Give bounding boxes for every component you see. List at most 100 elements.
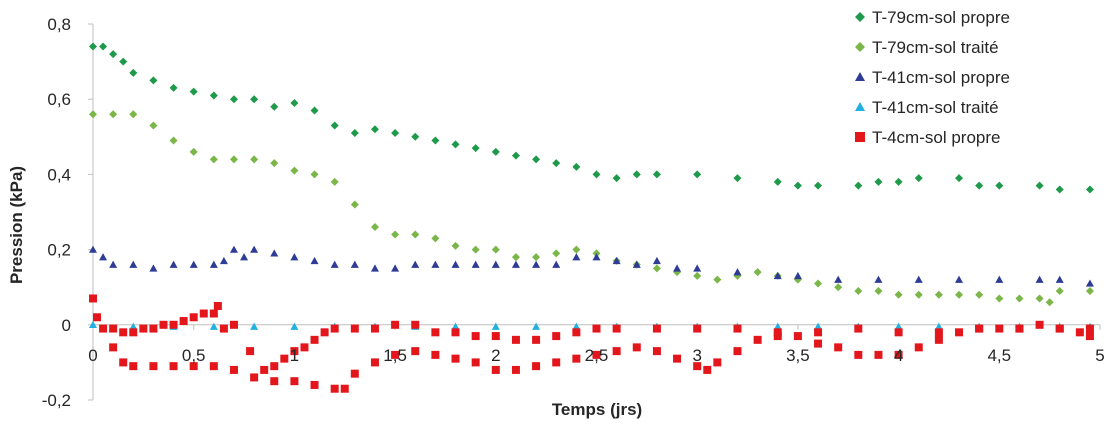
data-point — [370, 264, 379, 272]
legend: T-79cm-sol propre T-79cm-sol traité T-41cm… — [855, 8, 1010, 147]
data-point — [773, 177, 782, 186]
data-point — [753, 268, 762, 277]
series-2 — [89, 245, 1094, 287]
legend-marker — [855, 12, 865, 22]
data-point — [511, 365, 520, 374]
data-point — [632, 343, 641, 352]
x-tick-label: 3,5 — [786, 346, 810, 365]
data-point — [934, 290, 943, 299]
data-point — [693, 264, 702, 272]
data-point — [109, 50, 118, 59]
data-point — [290, 347, 299, 356]
data-point — [532, 260, 541, 268]
data-point — [874, 177, 883, 186]
data-point — [652, 264, 661, 273]
data-point — [89, 110, 97, 119]
data-point — [612, 324, 621, 333]
data-point — [169, 320, 178, 329]
data-point — [270, 102, 279, 111]
data-point — [169, 362, 178, 371]
y-tick-label: -0,2 — [42, 391, 71, 410]
data-point — [1015, 324, 1024, 333]
data-point — [209, 260, 218, 268]
data-point — [290, 253, 299, 261]
data-point — [955, 275, 964, 283]
data-point — [159, 320, 168, 329]
data-point — [340, 384, 349, 393]
data-point — [330, 384, 339, 393]
data-point — [894, 322, 903, 330]
data-point — [149, 121, 158, 130]
data-point — [391, 129, 400, 138]
data-point — [471, 358, 480, 367]
legend-label: T-79cm-sol propre — [872, 8, 1010, 27]
y-axis-title: Pression (kPa) — [7, 166, 26, 284]
data-point — [471, 245, 480, 254]
data-point — [854, 181, 863, 190]
data-point — [370, 324, 379, 333]
data-point — [773, 271, 782, 280]
data-point — [471, 332, 480, 341]
data-point — [89, 294, 97, 303]
x-tick-label: 1,5 — [383, 346, 407, 365]
data-point — [99, 324, 108, 333]
series-3 — [89, 320, 1094, 330]
x-tick-label: 2 — [491, 346, 500, 365]
data-point — [129, 260, 138, 268]
data-point — [814, 181, 823, 190]
data-point — [733, 268, 742, 276]
data-point — [1085, 324, 1094, 333]
data-point — [209, 91, 218, 100]
data-point — [1075, 328, 1084, 337]
data-point — [149, 76, 158, 85]
data-point — [995, 181, 1004, 190]
data-point — [219, 324, 228, 333]
data-point — [129, 362, 138, 371]
legend-marker — [855, 132, 865, 142]
data-point — [350, 324, 359, 333]
data-point — [1035, 294, 1044, 303]
data-point — [189, 260, 198, 268]
data-point — [773, 328, 782, 337]
data-point — [693, 170, 702, 179]
data-point — [240, 253, 249, 261]
data-point — [713, 275, 722, 284]
data-point — [532, 322, 541, 330]
data-point — [310, 256, 319, 265]
data-point — [854, 324, 863, 333]
legend-item: T-41cm-sol propre — [855, 68, 1010, 87]
data-point — [189, 147, 198, 156]
data-point — [532, 335, 541, 344]
data-point — [129, 110, 138, 119]
data-point — [391, 230, 400, 239]
data-point — [213, 302, 222, 310]
data-point — [290, 322, 299, 330]
data-point — [934, 335, 943, 344]
data-point — [693, 271, 702, 280]
data-point — [491, 322, 500, 330]
data-point — [330, 177, 339, 186]
series-4 — [89, 294, 1094, 393]
data-point — [260, 365, 269, 374]
data-point — [793, 181, 802, 190]
legend-label: T-41cm-sol traité — [872, 98, 999, 117]
data-point — [246, 347, 255, 356]
data-point — [89, 42, 97, 51]
data-point — [250, 155, 259, 164]
data-point — [229, 245, 238, 253]
data-point — [209, 309, 218, 318]
data-point — [592, 324, 601, 333]
data-point — [854, 286, 863, 295]
data-point — [814, 339, 823, 348]
series-0 — [89, 42, 1094, 194]
x-tick-label: 0,5 — [182, 346, 206, 365]
data-point — [119, 57, 128, 66]
data-point — [592, 253, 601, 261]
data-point — [955, 290, 964, 299]
legend-item: T-79cm-sol propre — [855, 8, 1010, 27]
data-point — [310, 335, 319, 344]
data-point — [451, 140, 460, 149]
data-point — [129, 68, 138, 77]
data-point — [995, 275, 1004, 283]
data-point — [109, 324, 118, 333]
